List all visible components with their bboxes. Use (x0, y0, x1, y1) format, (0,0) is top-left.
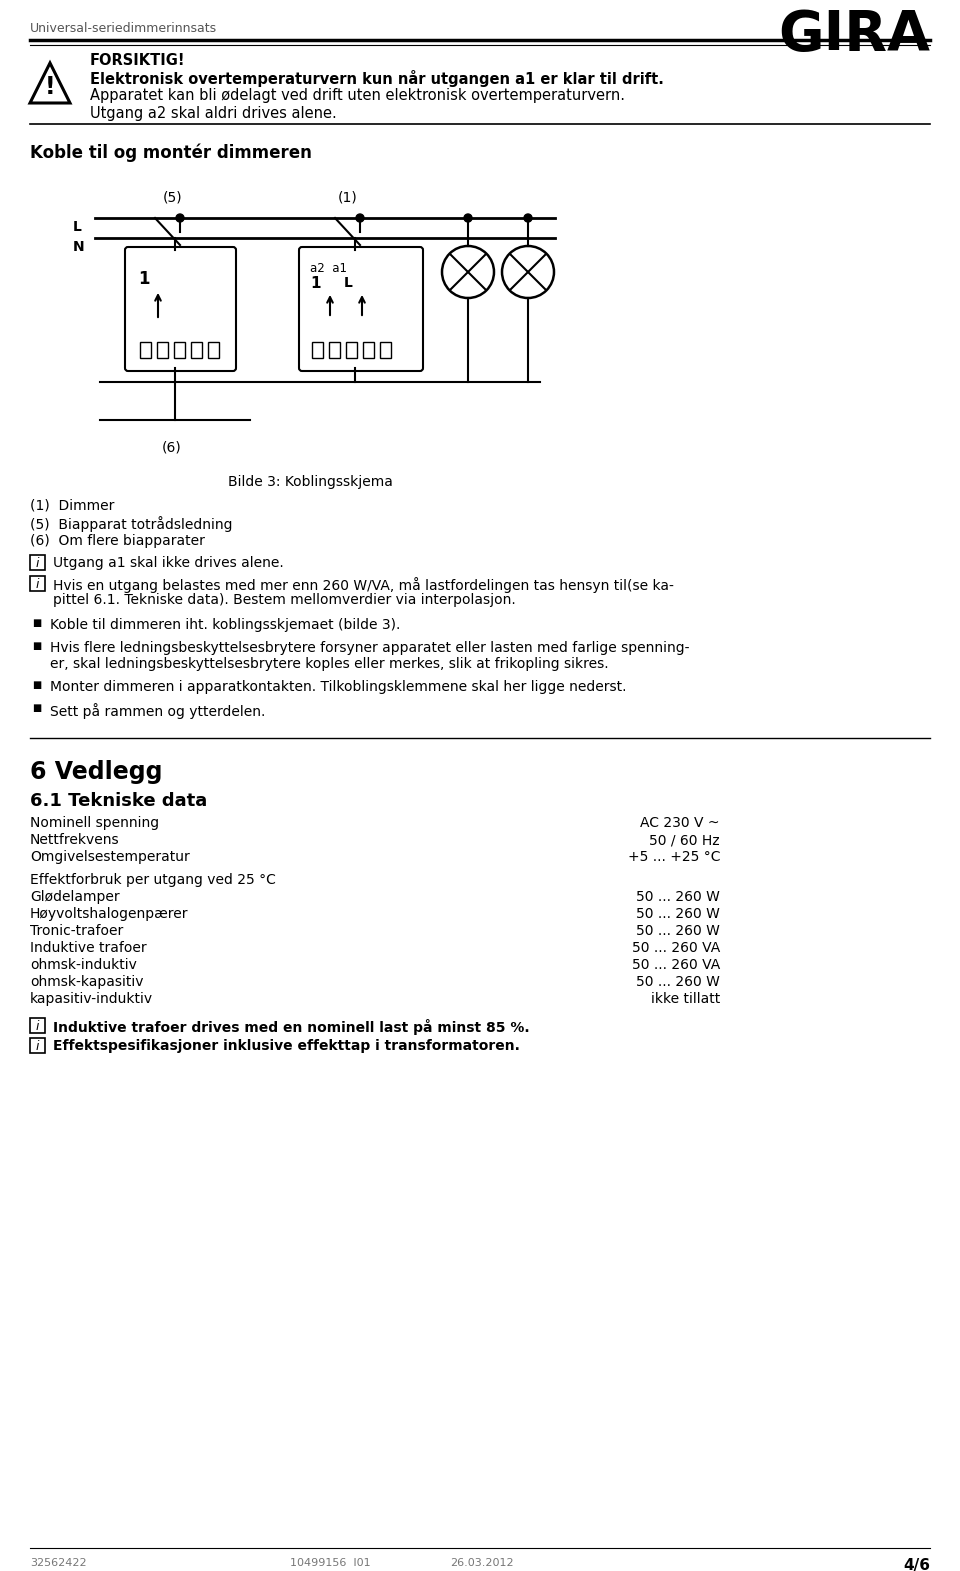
Circle shape (356, 214, 364, 222)
Text: Universal-seriedimmerinnsats: Universal-seriedimmerinnsats (30, 22, 217, 35)
Text: 1: 1 (138, 270, 150, 287)
Text: 50 ... 260 VA: 50 ... 260 VA (632, 958, 720, 972)
Text: (5)  Biapparat totrådsledning: (5) Biapparat totrådsledning (30, 515, 232, 533)
Text: Elektronisk overtemperaturvern kun når utgangen a1 er klar til drift.: Elektronisk overtemperaturvern kun når u… (90, 71, 664, 86)
Text: ■: ■ (32, 680, 41, 690)
Text: ohmsk-induktiv: ohmsk-induktiv (30, 958, 137, 972)
Text: 6.1 Tekniske data: 6.1 Tekniske data (30, 792, 207, 811)
Text: i: i (36, 1040, 39, 1053)
Text: 50 ... 260 W: 50 ... 260 W (636, 906, 720, 921)
Text: Hvis en utgang belastes med mer enn 260 W/VA, må lastfordelingen tas hensyn til(: Hvis en utgang belastes med mer enn 260 … (53, 577, 674, 592)
Text: N: N (73, 240, 84, 255)
Text: Bilde 3: Koblingsskjema: Bilde 3: Koblingsskjema (228, 474, 393, 489)
Text: !: ! (45, 75, 56, 99)
Text: Koble til dimmeren iht. koblingsskjemaet (bilde 3).: Koble til dimmeren iht. koblingsskjemaet… (50, 617, 400, 632)
Text: a2  a1: a2 a1 (310, 262, 347, 275)
Bar (312, 342, 323, 358)
Text: 10499156  I01: 10499156 I01 (290, 1558, 371, 1568)
Text: Høyvoltshalogenpærer: Høyvoltshalogenpærer (30, 906, 188, 921)
FancyBboxPatch shape (125, 247, 236, 371)
Text: 6 Vedlegg: 6 Vedlegg (30, 760, 162, 784)
Text: 4/6: 4/6 (903, 1558, 930, 1571)
Text: (1): (1) (338, 190, 358, 204)
Text: Monter dimmeren i apparatkontakten. Tilkoblingsklemmene skal her ligge nederst.: Monter dimmeren i apparatkontakten. Tilk… (50, 680, 627, 694)
Bar (30, 577, 45, 591)
Text: pittel 6.1. Tekniske data). Bestem mellomverdier via interpolasjon.: pittel 6.1. Tekniske data). Bestem mello… (53, 592, 516, 606)
Circle shape (176, 214, 184, 222)
Text: 26.03.2012: 26.03.2012 (450, 1558, 514, 1568)
Text: Utgang a2 skal aldri drives alene.: Utgang a2 skal aldri drives alene. (90, 105, 337, 121)
Bar (30, 555, 45, 570)
Text: Induktive trafoer: Induktive trafoer (30, 941, 147, 955)
Text: ■: ■ (32, 617, 41, 628)
Text: AC 230 V ~: AC 230 V ~ (640, 815, 720, 829)
Text: Koble til og montér dimmeren: Koble til og montér dimmeren (30, 143, 312, 162)
Text: L: L (344, 276, 353, 291)
Text: 1: 1 (310, 276, 321, 291)
Bar (329, 342, 340, 358)
Text: 50 ... 260 VA: 50 ... 260 VA (632, 941, 720, 955)
Text: ■: ■ (32, 702, 41, 713)
Text: L: L (73, 220, 82, 234)
Text: (5): (5) (163, 190, 182, 204)
Text: 50 ... 260 W: 50 ... 260 W (636, 891, 720, 903)
Text: kapasitiv-induktiv: kapasitiv-induktiv (30, 991, 154, 1005)
Bar (140, 342, 151, 358)
Circle shape (464, 214, 472, 222)
Circle shape (524, 214, 532, 222)
FancyBboxPatch shape (299, 247, 423, 371)
Text: i: i (36, 578, 39, 591)
Bar (191, 342, 202, 358)
Text: 50 ... 260 W: 50 ... 260 W (636, 976, 720, 990)
Text: Sett på rammen og ytterdelen.: Sett på rammen og ytterdelen. (50, 702, 265, 720)
Text: ■: ■ (32, 641, 41, 650)
Text: Glødelamper: Glødelamper (30, 891, 120, 903)
Bar (346, 342, 357, 358)
Text: Utgang a1 skal ikke drives alene.: Utgang a1 skal ikke drives alene. (53, 556, 284, 570)
Text: ohmsk-kapasitiv: ohmsk-kapasitiv (30, 976, 143, 990)
Text: i: i (36, 1020, 39, 1032)
Text: Apparatet kan bli ødelagt ved drift uten elektronisk overtemperaturvern.: Apparatet kan bli ødelagt ved drift uten… (90, 88, 625, 104)
Text: (6): (6) (162, 440, 181, 454)
Bar (157, 342, 168, 358)
Text: er, skal ledningsbeskyttelsesbrytere koples eller merkes, slik at frikopling sik: er, skal ledningsbeskyttelsesbrytere kop… (50, 657, 609, 671)
Text: 50 ... 260 W: 50 ... 260 W (636, 924, 720, 938)
Text: Effektforbruk per utgang ved 25 °C: Effektforbruk per utgang ved 25 °C (30, 873, 276, 888)
Bar (363, 342, 374, 358)
Text: Tronic-trafoer: Tronic-trafoer (30, 924, 123, 938)
Text: Hvis flere ledningsbeskyttelsesbrytere forsyner apparatet eller lasten med farli: Hvis flere ledningsbeskyttelsesbrytere f… (50, 641, 689, 655)
Bar (30, 1038, 45, 1053)
Text: Effektspesifikasjoner inklusive effekttap i transformatoren.: Effektspesifikasjoner inklusive effektta… (53, 1038, 520, 1053)
Bar (208, 342, 219, 358)
Text: 50 / 60 Hz: 50 / 60 Hz (649, 833, 720, 847)
Bar (30, 1018, 45, 1034)
Bar (380, 342, 391, 358)
Text: Nominell spenning: Nominell spenning (30, 815, 159, 829)
Bar (174, 342, 185, 358)
Text: 32562422: 32562422 (30, 1558, 86, 1568)
Text: GIRA: GIRA (778, 8, 930, 61)
Text: Omgivelsestemperatur: Omgivelsestemperatur (30, 850, 190, 864)
Text: (6)  Om flere biapparater: (6) Om flere biapparater (30, 534, 204, 548)
Text: i: i (36, 556, 39, 570)
Text: Nettfrekvens: Nettfrekvens (30, 833, 120, 847)
Text: ikke tillatt: ikke tillatt (651, 991, 720, 1005)
Text: Induktive trafoer drives med en nominell last på minst 85 %.: Induktive trafoer drives med en nominell… (53, 1020, 530, 1035)
Text: (1)  Dimmer: (1) Dimmer (30, 498, 114, 512)
Text: FORSIKTIG!: FORSIKTIG! (90, 53, 185, 68)
Text: +5 ... +25 °C: +5 ... +25 °C (628, 850, 720, 864)
